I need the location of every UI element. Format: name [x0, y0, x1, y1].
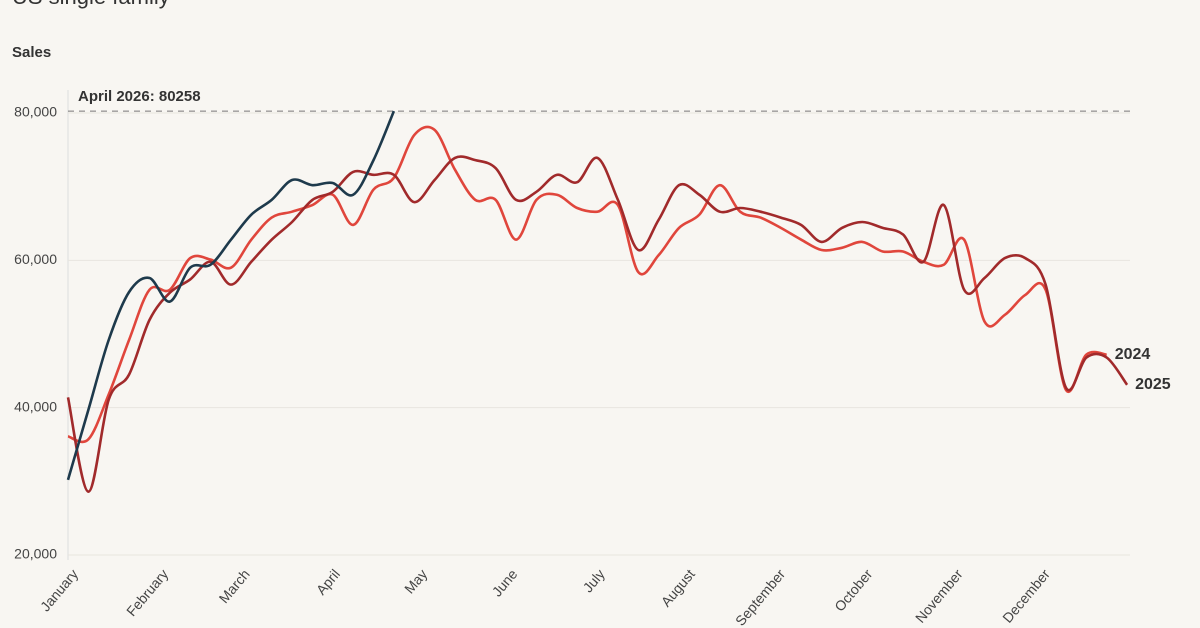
- x-tick-label: June: [489, 566, 521, 600]
- y-tick-label: 20,000: [14, 546, 57, 562]
- series-line: [66, 110, 396, 481]
- x-tick-label: July: [580, 566, 608, 595]
- x-tick-label: February: [123, 566, 171, 619]
- y-tick-label: 60,000: [14, 251, 57, 267]
- x-tick-label: October: [831, 566, 875, 615]
- annotation: April 2026: 80258: [78, 88, 201, 105]
- x-tick-label: May: [401, 566, 430, 597]
- x-tick-label: November: [912, 566, 966, 626]
- x-tick-label: December: [999, 566, 1053, 626]
- y-tick-label: 40,000: [14, 398, 57, 414]
- x-tick-label: March: [216, 566, 253, 606]
- chart-title: US single family: [12, 0, 170, 9]
- x-tick-label: August: [658, 566, 698, 610]
- x-tick-label: January: [37, 566, 81, 614]
- y-tick-label: 80,000: [14, 104, 57, 120]
- series-end-label: 2025: [1135, 376, 1171, 393]
- x-tick-label: September: [732, 566, 788, 628]
- series-line: [67, 125, 1107, 444]
- x-tick-label: April: [313, 566, 343, 598]
- y-axis-label: Sales: [12, 44, 51, 61]
- series-end-label: 2024: [1115, 346, 1151, 363]
- series-line: [66, 155, 1129, 493]
